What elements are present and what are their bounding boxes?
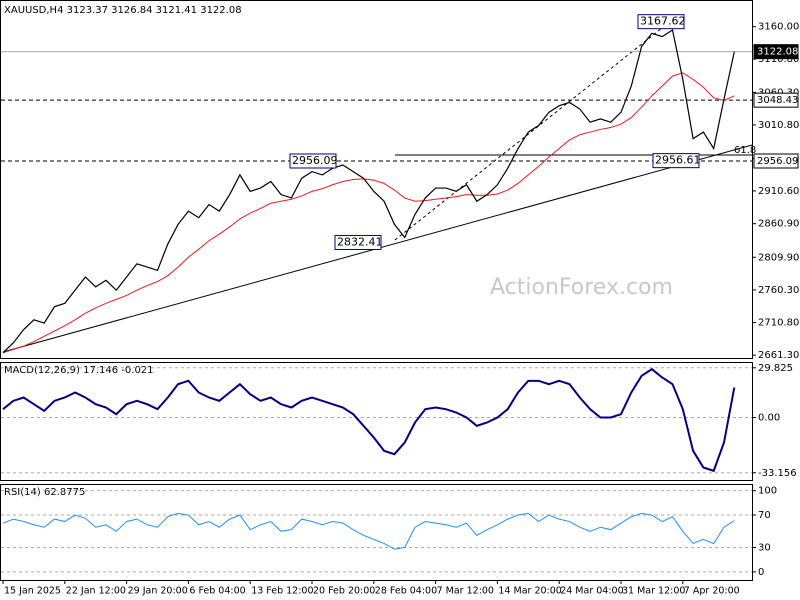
macd-panel	[0, 362, 753, 481]
annotation: 3167.62	[640, 15, 686, 28]
rsi-panel	[0, 484, 753, 581]
annotation-box	[637, 14, 685, 30]
y-tick-label: 2910.60	[758, 186, 799, 197]
y-tick-label: 0.00	[758, 413, 780, 424]
macd-line	[2, 367, 736, 473]
rsi-line	[2, 512, 735, 550]
x-tick-label: 29 Jan 20:00	[128, 586, 188, 597]
y-tick-label: 3010.80	[758, 120, 799, 131]
watermark: ActionForex.com	[490, 275, 673, 300]
annotation-box	[652, 153, 700, 169]
y-tick-label: 30	[758, 543, 771, 554]
x-tick-label: 24 Mar 04:00	[560, 586, 623, 597]
y-tick-label: 2809.90	[758, 252, 799, 263]
y-tick-label: 2860.90	[758, 219, 799, 230]
y-tick-label: -33.156	[758, 468, 797, 479]
x-tick-label: 31 Mar 12:00	[622, 586, 685, 597]
fib-label: 61.8	[734, 145, 756, 156]
ma-line	[2, 72, 735, 354]
y-tick-label: 2661.30	[758, 350, 799, 361]
annotation-box	[334, 234, 382, 250]
y-tick-label: 0	[758, 567, 764, 578]
x-tick-label: 22 Jan 12:00	[66, 586, 126, 597]
y-tick-label: 2760.30	[758, 285, 799, 296]
y-tick-label: 29.825	[758, 363, 793, 374]
annotation: 2832.41	[337, 235, 383, 248]
x-tick-label: 15 Jan 2025	[4, 586, 61, 597]
annotation-box	[289, 153, 337, 169]
y-tick-label: 3110.80	[758, 54, 799, 65]
level-box	[753, 92, 799, 108]
x-tick-label: 20 Feb 20:00	[313, 586, 375, 597]
y-tick-label: 3160.00	[758, 22, 799, 33]
x-tick-label: 13 Feb 12:00	[251, 586, 313, 597]
level-label: 2956.09	[757, 156, 798, 167]
annotation: 2956.09	[292, 154, 338, 167]
price-panel	[0, 0, 753, 359]
x-tick-label: 28 Feb 04:00	[375, 586, 437, 597]
y-tick-label: 100	[758, 486, 777, 497]
macd-title: MACD(12,26,9) 17.146 -0.021	[4, 365, 154, 376]
price-line	[2, 29, 735, 354]
y-tick-label: 2710.80	[758, 318, 799, 329]
channel-line	[394, 19, 673, 241]
level-box	[753, 44, 799, 60]
x-tick-label: 6 Feb 04:00	[189, 586, 245, 597]
x-tick-label: 7 Mar 12:00	[437, 586, 494, 597]
level-box	[753, 153, 799, 169]
rsi-title: RSI(14) 62.8775	[4, 487, 85, 498]
x-tick-label: 7 Apr 20:00	[684, 586, 740, 597]
chart-title: XAUUSD,H4 3123.37 3126.84 3121.41 3122.0…	[4, 5, 242, 16]
level-label: 3122.08	[757, 47, 798, 58]
y-tick-label: 70	[758, 510, 771, 521]
x-tick-label: 14 Mar 20:00	[498, 586, 561, 597]
annotation: 2956.61	[655, 154, 701, 167]
level-label: 3048.43	[757, 95, 798, 106]
